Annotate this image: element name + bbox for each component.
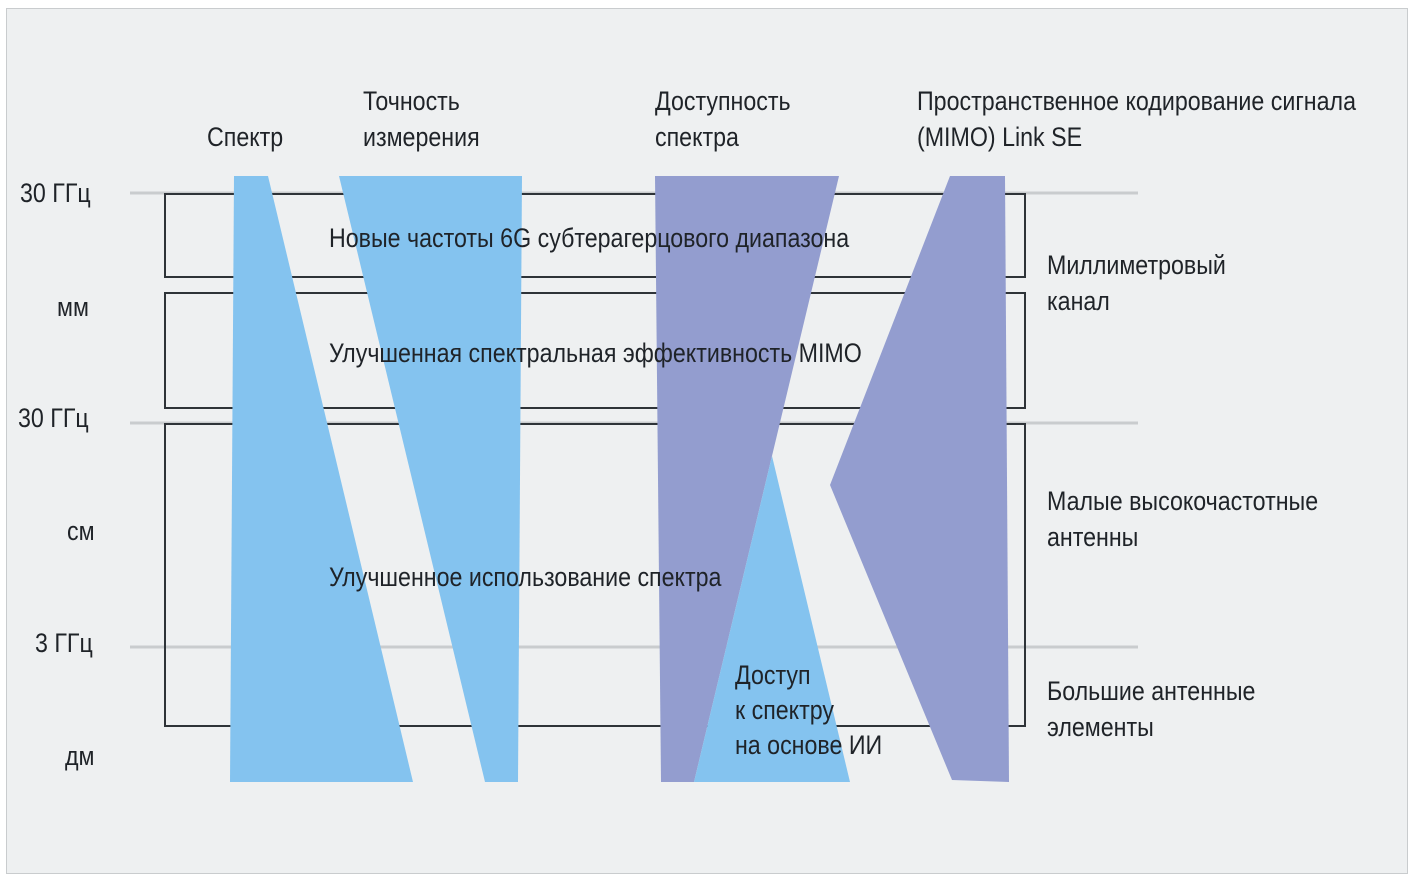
mimo-shape — [830, 176, 1009, 782]
band-label-subthz: Новые частоты 6G субтерагерцового диапаз… — [329, 223, 849, 253]
header-spectrum: Спектр — [207, 122, 283, 152]
right-label-large-line1: Большие антенные — [1047, 676, 1255, 706]
right-label-mmwave-line1: Миллиметровый — [1047, 250, 1226, 280]
axis-label-3ghz: 3 ГГц — [35, 628, 93, 658]
ai-access-line2: к спектру — [735, 695, 834, 725]
header-availability-line1: Доступность — [655, 86, 791, 116]
header-accuracy-line2: измерения — [363, 122, 480, 152]
band-label-usage: Улучшенное использование спектра — [329, 562, 721, 592]
band-label-mimo: Улучшенная спектральная эффективность MI… — [329, 338, 862, 368]
ai-access-shape — [694, 456, 850, 782]
right-label-mmwave-line2: канал — [1047, 286, 1110, 316]
axis-label-cm: см — [67, 516, 95, 546]
band-box-subthz — [164, 193, 1026, 278]
spectrum-shape — [230, 176, 413, 782]
axis-label-30ghz-mid: 30 ГГц — [18, 403, 89, 433]
right-label-small-line2: антенны — [1047, 522, 1138, 552]
axis-label-dm: дм — [65, 741, 95, 771]
header-accuracy-line1: Точность — [363, 86, 460, 116]
band-box-usage — [164, 423, 1026, 727]
availability-shape — [655, 176, 839, 782]
ai-access-line1: Доступ — [735, 660, 811, 690]
ai-access-line3: на основе ИИ — [735, 730, 882, 760]
right-label-small-line1: Малые высокочастотные — [1047, 486, 1318, 516]
band-box-mimo — [164, 292, 1026, 409]
header-availability-line2: спектра — [655, 122, 739, 152]
axis-label-30ghz-top: 30 ГГц — [20, 178, 91, 208]
accuracy-shape — [339, 176, 522, 782]
right-label-large-line2: элементы — [1047, 712, 1154, 742]
header-mimo-line2: (MIMO) Link SE — [917, 122, 1082, 152]
header-mimo-line1: Пространственное кодирование сигнала — [917, 86, 1356, 116]
axis-label-mm: мм — [57, 292, 89, 322]
